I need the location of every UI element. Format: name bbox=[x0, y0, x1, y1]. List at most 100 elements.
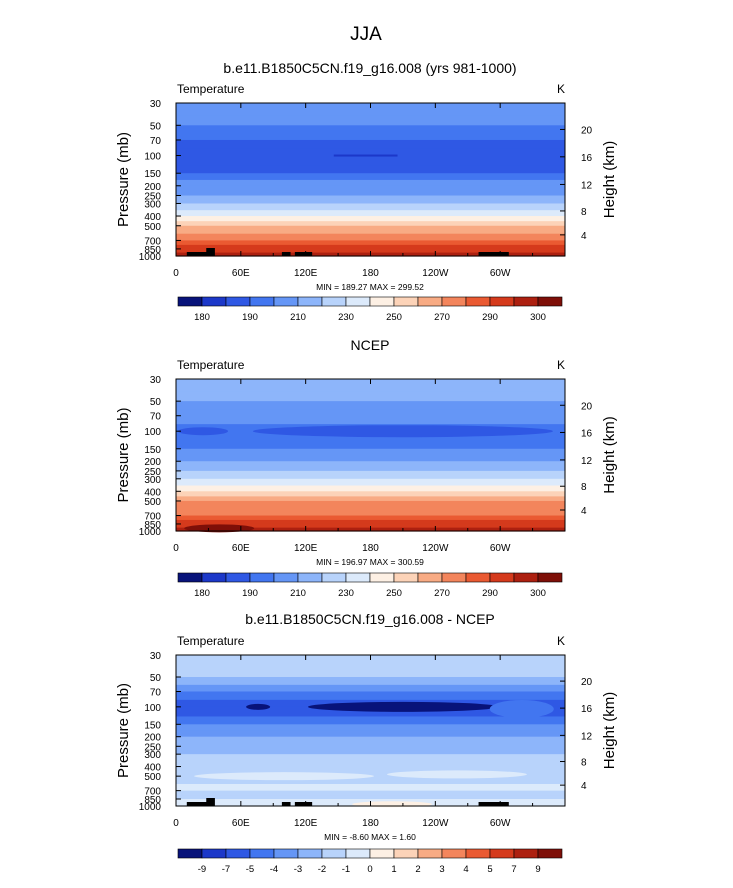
y-tick-label: 300 bbox=[144, 750, 161, 761]
stats-label: MIN = -8.60 MAX = 1.60 bbox=[324, 832, 416, 842]
x-tick-label: 0 bbox=[173, 818, 179, 829]
y-tick-label: 200 bbox=[144, 457, 161, 468]
y-tick-label: 700 bbox=[144, 236, 161, 247]
height-tick-label: 8 bbox=[581, 207, 587, 218]
colorbar-swatch bbox=[489, 296, 515, 307]
contour-band bbox=[176, 448, 565, 457]
y-tick-label: 250 bbox=[144, 192, 161, 203]
contour-band bbox=[176, 455, 565, 462]
x-tick-label: 120W bbox=[422, 818, 449, 829]
contour-feature bbox=[489, 699, 554, 718]
contour-band bbox=[176, 746, 565, 755]
contour-feature bbox=[307, 701, 498, 712]
figure-title: JJA bbox=[350, 24, 382, 45]
contour-band bbox=[176, 225, 565, 235]
colorbar-label: 3 bbox=[439, 864, 444, 875]
y-tick-label: 250 bbox=[144, 742, 161, 753]
y-tick-label: 500 bbox=[144, 772, 161, 783]
colorbar-swatch bbox=[273, 848, 299, 859]
colorbar-swatch bbox=[177, 296, 203, 307]
contour-band bbox=[176, 754, 565, 762]
contour-band bbox=[176, 216, 565, 222]
colorbar-swatch bbox=[489, 572, 515, 583]
height-tick-label: 16 bbox=[581, 428, 593, 439]
colorbar-swatch bbox=[297, 296, 323, 307]
colorbar-label: -1 bbox=[342, 864, 350, 875]
colorbar-label: 250 bbox=[386, 312, 402, 323]
y2-axis-label: Height (km) bbox=[601, 141, 618, 219]
contour-band bbox=[176, 485, 565, 492]
contour-band bbox=[176, 790, 565, 796]
y-tick-label: 30 bbox=[150, 651, 162, 662]
colorbar-label: 180 bbox=[194, 588, 210, 599]
contour-band bbox=[176, 736, 565, 747]
colorbar-swatch bbox=[537, 572, 563, 583]
colorbar-label: -3 bbox=[294, 864, 302, 875]
height-tick-label: 12 bbox=[581, 456, 593, 467]
panel-units-label: K bbox=[557, 82, 565, 96]
panel-3: b.e11.B1850C5CN.f19_g16.008 - NCEPTemper… bbox=[115, 611, 618, 875]
y-tick-label: 400 bbox=[144, 763, 161, 774]
colorbar-swatch bbox=[201, 296, 227, 307]
contour-band bbox=[176, 491, 565, 497]
colorbar-swatch bbox=[345, 572, 371, 583]
colorbar-swatch bbox=[201, 572, 227, 583]
y-tick-label: 500 bbox=[144, 222, 161, 233]
colorbar-label: -9 bbox=[198, 864, 206, 875]
panel-left-label: Temperature bbox=[177, 358, 245, 372]
colorbar-swatch bbox=[321, 572, 347, 583]
contour-feature bbox=[252, 425, 553, 438]
panel-left-label: Temperature bbox=[177, 634, 245, 648]
x-tick-label: 60E bbox=[232, 543, 250, 554]
contour-feature bbox=[178, 427, 229, 436]
colorbar-label: -2 bbox=[318, 864, 326, 875]
colorbar-label: 1 bbox=[391, 864, 396, 875]
panel-units-label: K bbox=[557, 634, 565, 648]
topography-mask bbox=[478, 802, 509, 806]
topography-mask bbox=[294, 802, 313, 806]
x-tick-label: 180 bbox=[362, 543, 379, 554]
contour-band bbox=[176, 519, 565, 525]
colorbar-swatch bbox=[249, 848, 275, 859]
y-tick-label: 500 bbox=[144, 497, 161, 508]
colorbar-swatch bbox=[369, 296, 395, 307]
y-axis-label: Pressure (mb) bbox=[115, 683, 132, 778]
colorbar-label: 300 bbox=[530, 588, 546, 599]
colorbar-swatch bbox=[537, 848, 563, 859]
contour-band bbox=[176, 415, 565, 425]
colorbar-swatch bbox=[441, 296, 467, 307]
colorbar-label: 7 bbox=[511, 864, 516, 875]
colorbar-swatch bbox=[273, 572, 299, 583]
y-tick-label: 850 bbox=[144, 520, 161, 531]
y-tick-label: 30 bbox=[150, 99, 162, 110]
topography-mask bbox=[186, 252, 209, 256]
colorbar-swatch bbox=[177, 848, 203, 859]
x-tick-label: 60E bbox=[232, 818, 250, 829]
height-tick-label: 16 bbox=[581, 704, 593, 715]
panel-units-label: K bbox=[557, 358, 565, 372]
contour-band bbox=[176, 133, 565, 141]
colorbar-swatch bbox=[465, 296, 491, 307]
y2-axis-label: Height (km) bbox=[601, 416, 618, 494]
colorbar-swatch bbox=[177, 572, 203, 583]
colorbar-label: 190 bbox=[242, 588, 258, 599]
colorbar-swatch bbox=[417, 572, 443, 583]
y-tick-label: 400 bbox=[144, 487, 161, 498]
topography-mask bbox=[206, 248, 215, 256]
y-tick-label: 300 bbox=[144, 199, 161, 210]
stats-label: MIN = 196.97 MAX = 300.59 bbox=[316, 557, 424, 567]
panel-title: NCEP bbox=[351, 337, 390, 353]
y-axis-label: Pressure (mb) bbox=[115, 407, 132, 502]
colorbar-swatch bbox=[225, 848, 251, 859]
colorbar-swatch bbox=[345, 848, 371, 859]
colorbar-swatch bbox=[249, 572, 275, 583]
x-tick-label: 120E bbox=[294, 818, 318, 829]
colorbar-swatch bbox=[513, 296, 539, 307]
y-tick-label: 1000 bbox=[139, 252, 162, 263]
topography-mask bbox=[206, 798, 215, 806]
y-tick-label: 200 bbox=[144, 733, 161, 744]
y-tick-label: 200 bbox=[144, 182, 161, 193]
contour-band bbox=[176, 776, 565, 785]
colorbar-label: 4 bbox=[463, 864, 468, 875]
